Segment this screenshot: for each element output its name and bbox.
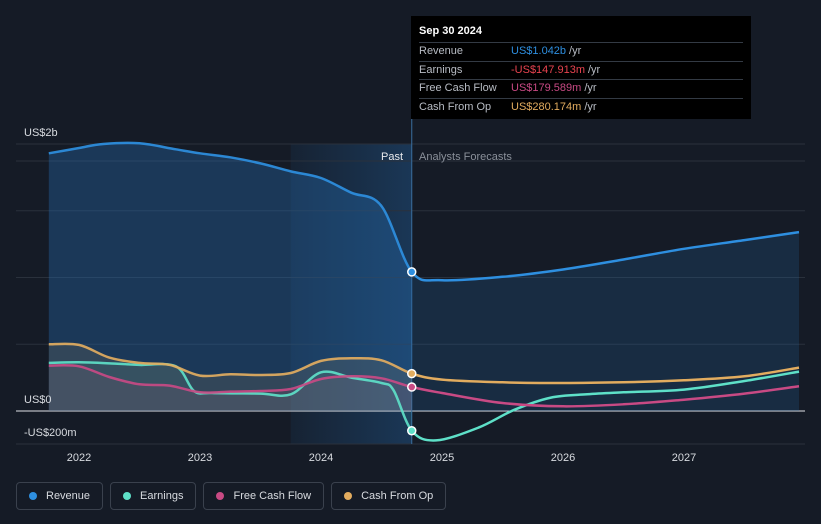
tooltip-value: US$280.174m: [511, 100, 582, 113]
earnings-highlight-point: [407, 425, 417, 436]
series-areas: [48, 142, 799, 431]
free-cash-flow-highlight-point: [407, 382, 417, 392]
tooltip-unit: /yr: [584, 100, 597, 113]
series-lines: [48, 141, 800, 442]
period-label-forecast: Analysts Forecasts: [419, 151, 512, 163]
legend-item-free-cash-flow[interactable]: Free Cash Flow: [203, 482, 325, 510]
x-tick-label: 2025: [430, 452, 454, 464]
tooltip-label: Revenue: [419, 45, 464, 57]
cash-from-op-line-past: [48, 342, 412, 378]
free-cash-flow-dot-icon: [216, 492, 225, 500]
tooltip-label: Earnings: [419, 63, 463, 76]
tooltip-unit: /yr: [584, 82, 597, 94]
axis-labels: US$2b US$0 -US$200m Past Analysts Foreca…: [24, 127, 512, 439]
tooltip-unit: /yr: [569, 45, 582, 57]
x-tick-label: 2023: [188, 452, 212, 464]
cash-from-op-dot-icon: [344, 492, 353, 500]
earnings-dot-icon: [123, 492, 132, 500]
tooltip-row-earnings: Earnings -US$147.913m /yr: [419, 60, 743, 80]
free-cash-flow-line-past: [48, 364, 412, 394]
x-tick-label: 2027: [672, 452, 696, 464]
tooltip-row-revenue: Revenue US$1.042b /yr: [419, 42, 743, 61]
y-tick-label-neg200m: -US$200m: [24, 427, 77, 439]
tooltip-label: Free Cash Flow: [419, 82, 497, 94]
tooltip-value: US$179.589m: [511, 82, 582, 94]
legend-label: Revenue: [46, 490, 91, 502]
revenue-line-past: [48, 141, 412, 274]
legend-item-revenue[interactable]: Revenue: [16, 482, 104, 510]
free-cash-flow-line-forecast: [411, 385, 800, 408]
y-tick-label-0: US$0: [24, 394, 52, 406]
x-axis-ticks: 2022 2023 2024 2025 2026 2027: [67, 452, 696, 464]
legend-label: Cash From Op: [361, 490, 434, 502]
highlight-markers: [407, 267, 417, 436]
legend-label: Free Cash Flow: [233, 490, 312, 502]
earnings-line-forecast: [411, 370, 800, 442]
tooltip-row-free-cash-flow: Free Cash Flow US$179.589m /yr: [419, 79, 743, 98]
tooltip-label: Cash From Op: [419, 100, 492, 113]
legend-item-earnings[interactable]: Earnings: [110, 482, 197, 510]
cash-from-op-area-past: [48, 343, 412, 411]
revenue-dot-icon: [29, 492, 37, 500]
tooltip-value: US$1.042b: [511, 45, 567, 57]
tooltip-row-cash-from-op: Cash From Op US$280.174m /yr: [419, 97, 743, 117]
chart-legend: Revenue Earnings Free Cash Flow Cash Fro…: [16, 482, 447, 510]
cash-from-op-highlight-point: [407, 368, 417, 379]
cash-from-op-line-forecast: [411, 366, 800, 385]
legend-label: Earnings: [140, 490, 184, 502]
revenue-line-forecast: [411, 230, 800, 282]
tooltip-date: Sep 30 2024: [419, 25, 482, 37]
y-tick-label-2b: US$2b: [24, 127, 58, 139]
period-label-past: Past: [381, 151, 403, 163]
x-tick-label: 2024: [309, 452, 333, 464]
tooltip-value: -US$147.913m: [511, 63, 585, 76]
legend-item-cash-from-op[interactable]: Cash From Op: [331, 482, 447, 510]
data-tooltip: Sep 30 2024 Revenue US$1.042b /yr Earnin…: [411, 16, 751, 119]
free-cash-flow-area-past: [48, 365, 412, 411]
tooltip-unit: /yr: [588, 63, 601, 76]
revenue-area-past: [48, 142, 412, 411]
x-tick-label: 2022: [67, 452, 91, 464]
revenue-highlight-point: [407, 267, 417, 277]
x-tick-label: 2026: [551, 452, 575, 464]
